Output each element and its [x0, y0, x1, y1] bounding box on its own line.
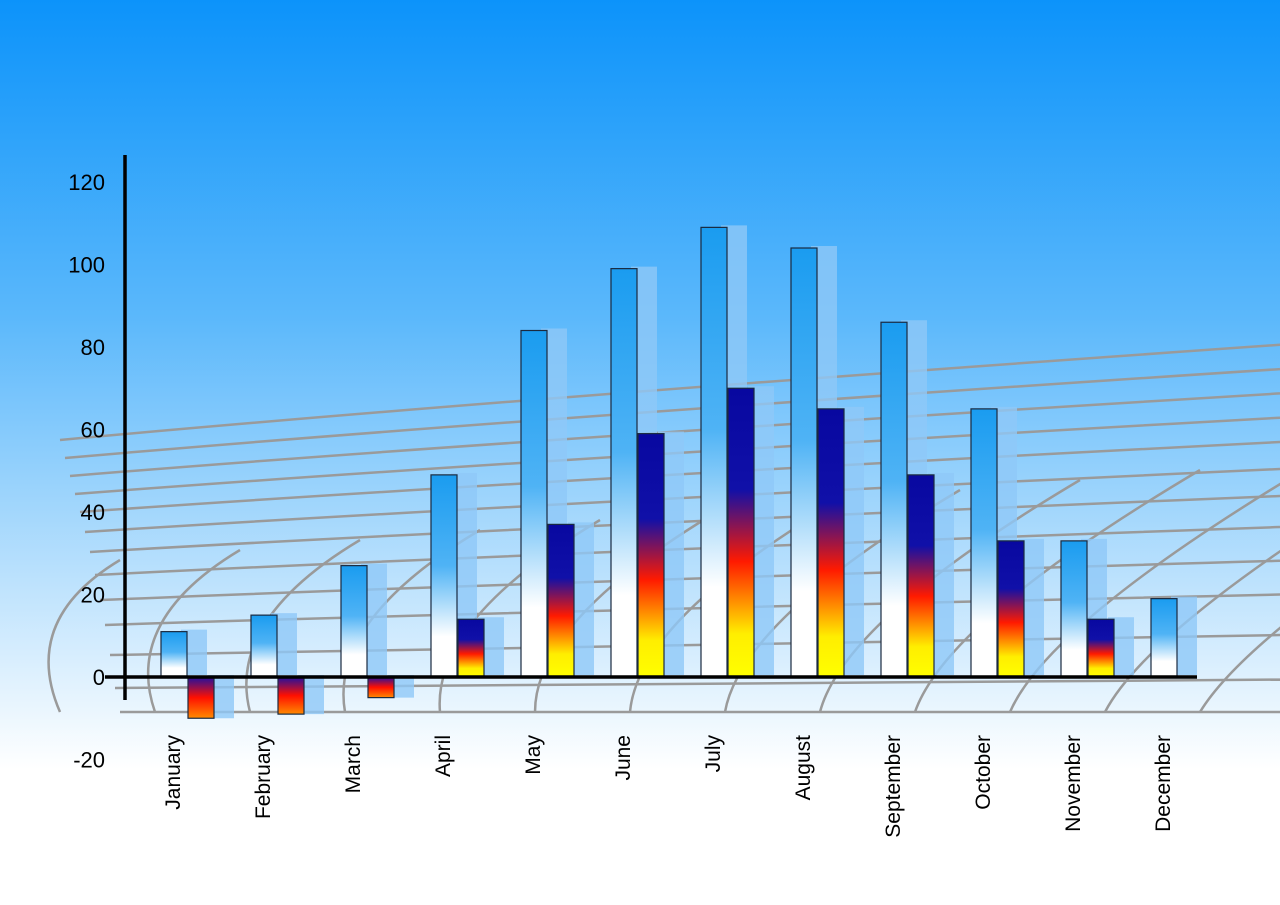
grid-line [1008, 482, 1280, 713]
grid-line [69, 392, 1280, 478]
bar-july-series1 [700, 226, 728, 678]
grid-line [59, 343, 1280, 442]
x-category-label: March [342, 735, 365, 793]
bar-september-series2 [907, 474, 935, 678]
grid-line [74, 416, 1280, 496]
bar-may-series2 [547, 523, 575, 678]
bar-june-series2 [637, 433, 665, 678]
grid-line [79, 440, 1280, 514]
x-category-label: August [792, 735, 815, 801]
bar-august-series2 [817, 408, 845, 678]
grid-line [1198, 626, 1280, 713]
bar-april-series1 [430, 474, 458, 678]
grid-line [104, 593, 1280, 627]
x-category-label: February [252, 735, 275, 820]
y-tick-label: 100 [68, 253, 105, 278]
x-category-label: January [162, 735, 185, 810]
y-tick-label: 120 [68, 170, 105, 195]
bar-july-series2 [727, 387, 755, 678]
bar-june-series1 [610, 268, 638, 678]
bar-february-series2 [277, 676, 305, 715]
x-category-label: November [1062, 735, 1085, 832]
x-category-label: June [612, 735, 635, 781]
bar-march-series2 [367, 676, 395, 699]
x-category-label: July [702, 735, 725, 773]
bar-march-series1 [340, 565, 368, 678]
grid-line [47, 558, 121, 713]
grid-line [114, 678, 1280, 690]
bar-august-series1 [790, 247, 818, 678]
y-tick-label: 40 [81, 500, 105, 525]
grid-line [99, 559, 1280, 602]
y-tick-label: -20 [73, 748, 105, 773]
bar-january-series2 [187, 676, 215, 719]
bar-october-series2 [997, 540, 1025, 678]
bar-february-series1 [250, 614, 278, 678]
y-tick-label: 80 [81, 335, 105, 360]
bar-april-series2 [457, 618, 485, 678]
bar-january-series1 [160, 631, 188, 678]
bar-october-series1 [970, 408, 998, 678]
bar-november-series1 [1060, 540, 1088, 678]
bar-may-series1 [520, 329, 548, 678]
grid-line [1103, 549, 1280, 713]
grid-line [109, 633, 1280, 657]
x-category-label: October [972, 735, 995, 810]
grid-line [84, 467, 1280, 534]
bar-september-series1 [880, 321, 908, 678]
x-category-label: April [432, 735, 455, 777]
y-tick-label: 0 [93, 665, 105, 690]
x-category-label: May [522, 735, 545, 775]
decorative-grid [47, 343, 1280, 714]
y-tick-label: 20 [81, 583, 105, 608]
y-tick-label: 60 [81, 418, 105, 443]
grid-line [146, 548, 241, 713]
x-category-label: September [882, 735, 905, 838]
bar-november-series2 [1087, 618, 1115, 678]
grid-line [64, 367, 1280, 460]
x-category-label: December [1152, 735, 1175, 832]
bar-december-series1 [1150, 598, 1178, 678]
